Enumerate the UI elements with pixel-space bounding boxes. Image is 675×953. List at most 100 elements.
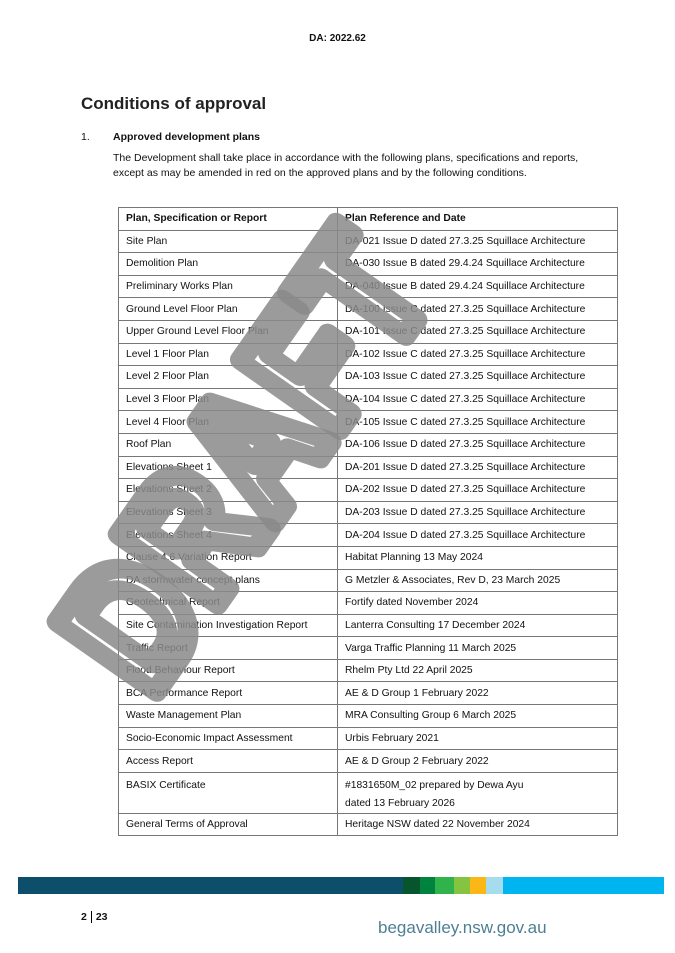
plan-reference-cell: DA-203 Issue D dated 27.3.25 Squillace A… [337, 500, 618, 525]
plan-name-cell: Elevations Sheet 4 [118, 523, 338, 547]
plan-reference-cell: DA-103 Issue C dated 27.3.25 Squillace A… [337, 365, 618, 389]
table-row: Site Contamination Investigation Report L… [118, 613, 618, 638]
table-row: Elevations Sheet 2 DA-202 Issue D dated 2… [118, 478, 618, 502]
current-page: 2 [81, 911, 87, 923]
plan-reference-cell: AE & D Group 1 February 2022 [337, 681, 618, 706]
condition-title: Approved development plans [113, 131, 261, 143]
color-bar-segment [454, 877, 470, 894]
plan-name-cell: Geotechnical Report [118, 591, 338, 615]
color-bar-segment [420, 877, 435, 894]
table-row: Socio-Economic Impact Assessment Urbis Fe… [118, 726, 618, 751]
plan-name-cell: Clause 4.6 Variation Report [118, 545, 338, 570]
table-row: Level 3 Floor Plan DA-104 Issue C dated 2… [118, 387, 618, 412]
plan-reference-cell: Habitat Planning 13 May 2024 [337, 545, 618, 570]
plan-name-cell: Level 1 Floor Plan [118, 342, 338, 367]
color-bar-segment [486, 877, 503, 894]
plan-reference-cell: Lanterra Consulting 17 December 2024 [337, 613, 618, 638]
table-row: Traffic Report Varga Traffic Planning 11 … [118, 636, 618, 660]
plan-reference-cell: DA-202 Issue D dated 27.3.25 Squillace A… [337, 478, 618, 502]
table-row: Flood Behaviour Report Rhelm Pty Ltd 22 A… [118, 658, 618, 683]
plan-reference-cell: Fortify dated November 2024 [337, 591, 618, 615]
plan-reference-cell: DA-021 Issue D dated 27.3.25 Squillace A… [337, 229, 618, 254]
table-row: Access Report AE & D Group 2 February 202… [118, 749, 618, 773]
plan-name-cell: Elevations Sheet 1 [118, 455, 338, 480]
table-row: Demolition Plan DA-030 Issue B dated 29.4… [118, 252, 618, 276]
plan-reference-cell: DA-201 Issue D dated 27.3.25 Squillace A… [337, 455, 618, 480]
plan-name-cell: Site Plan [118, 229, 338, 254]
color-bar-segment [403, 877, 420, 894]
table-row: Elevations Sheet 3 DA-203 Issue D dated 2… [118, 500, 618, 525]
table-row: Elevations Sheet 1 DA-201 Issue D dated 2… [118, 455, 618, 480]
plan-name-cell: Elevations Sheet 2 [118, 478, 338, 502]
table-row: Level 2 Floor Plan DA-103 Issue C dated 2… [118, 365, 618, 389]
color-bar-segment [18, 877, 403, 894]
plan-name-cell: Upper Ground Level Floor Plan [118, 319, 338, 344]
table-row: Clause 4.6 Variation Report Habitat Plann… [118, 545, 618, 570]
plan-name-cell: Socio-Economic Impact Assessment [118, 726, 338, 751]
plan-name-cell: Level 2 Floor Plan [118, 365, 338, 389]
page-number: 2 23 [81, 911, 108, 923]
table-row: Level 4 Floor Plan DA-105 Issue C dated 2… [118, 410, 618, 434]
plan-name-cell: General Terms of Approval [118, 812, 338, 837]
plan-reference-cell: DA-105 Issue C dated 27.3.25 Squillace A… [337, 410, 618, 434]
plan-name-cell: Level 3 Floor Plan [118, 387, 338, 412]
table-row: Elevations Sheet 4 DA-204 Issue D dated 2… [118, 523, 618, 547]
plan-reference-cell: Varga Traffic Planning 11 March 2025 [337, 636, 618, 660]
plan-name-cell: Preliminary Works Plan [118, 274, 338, 299]
plan-reference-cell: Heritage NSW dated 22 November 2024 [337, 812, 618, 837]
condition-number: 1. [81, 131, 90, 143]
table-row: Preliminary Works Plan DA-040 Issue B dat… [118, 274, 618, 299]
document-reference: DA: 2022.62 [309, 33, 366, 44]
plan-reference-cell: DA-204 Issue D dated 27.3.25 Squillace A… [337, 523, 618, 547]
plan-reference-cell: Rhelm Pty Ltd 22 April 2025 [337, 658, 618, 683]
website-logo: begavalley.nsw.gov.au [378, 918, 547, 937]
table-row: Geotechnical Report Fortify dated Novembe… [118, 591, 618, 615]
table-row: Site Plan DA-021 Issue D dated 27.3.25 Sq… [118, 229, 618, 254]
plan-name-cell: Access Report [118, 749, 338, 773]
plan-name-cell: Traffic Report [118, 636, 338, 660]
plan-reference-cell: DA-101 Issue C dated 27.3.25 Squillace A… [337, 319, 618, 344]
table-row: Roof Plan DA-106 Issue D dated 27.3.25 Sq… [118, 432, 618, 457]
plan-reference-cell: DA-030 Issue B dated 29.4.24 Squillace A… [337, 252, 618, 276]
plan-reference-cell: DA-100 Issue C dated 27.3.25 Squillace A… [337, 297, 618, 321]
footer-color-bar [18, 877, 664, 894]
plan-name-cell: BASIX Certificate [118, 771, 338, 814]
color-bar-segment [435, 877, 454, 894]
plan-reference-cell: DA-104 Issue C dated 27.3.25 Squillace A… [337, 387, 618, 412]
plan-reference-cell: Urbis February 2021 [337, 726, 618, 751]
table-row: DA stormwater concept plans G Metzler & A… [118, 568, 618, 593]
page-title: Conditions of approval [81, 94, 267, 113]
plan-name-cell: Roof Plan [118, 432, 338, 457]
plan-reference-cell: G Metzler & Associates, Rev D, 23 March … [337, 568, 618, 593]
table-row: General Terms of Approval Heritage NSW da… [118, 812, 618, 837]
table-row: Level 1 Floor Plan DA-102 Issue C dated 2… [118, 342, 618, 367]
table-row: Waste Management Plan MRA Consulting Grou… [118, 704, 618, 728]
color-bar-segment [503, 877, 664, 894]
condition-text: The Development shall take place in acco… [113, 152, 579, 179]
plan-reference-cell: DA-102 Issue C dated 27.3.25 Squillace A… [337, 342, 618, 367]
plan-name-cell: Flood Behaviour Report [118, 658, 338, 683]
color-bar-segment [470, 877, 486, 894]
table-row: Upper Ground Level Floor Plan DA-101 Issu… [118, 319, 618, 344]
plan-reference-cell: DA-106 Issue D dated 27.3.25 Squillace A… [337, 432, 618, 457]
plan-reference-cell: #1831650M_02 prepared by Dewa Ayu dated 1… [337, 771, 618, 814]
cell-line: #1831650M_02 prepared by Dewa Ayu [345, 779, 524, 791]
plan-reference-cell: AE & D Group 2 February 2022 [337, 749, 618, 773]
plans-table: Plan, Specification or Report Plan Refer… [118, 207, 618, 837]
plan-name-cell: Level 4 Floor Plan [118, 410, 338, 434]
plan-reference-cell: DA-040 Issue B dated 29.4.24 Squillace A… [337, 274, 618, 299]
column-header: Plan Reference and Date [337, 207, 618, 231]
plan-name-cell: Demolition Plan [118, 252, 338, 276]
plan-name-cell: Site Contamination Investigation Report [118, 613, 338, 638]
column-header: Plan, Specification or Report [118, 207, 338, 231]
plan-name-cell: Waste Management Plan [118, 704, 338, 728]
plan-name-cell: Elevations Sheet 3 [118, 500, 338, 525]
cell-line: dated 13 February 2026 [345, 797, 455, 809]
table-row: Ground Level Floor Plan DA-100 Issue C da… [118, 297, 618, 321]
plan-name-cell: BCA Performance Report [118, 681, 338, 706]
total-pages: 23 [95, 911, 108, 923]
table-row: BCA Performance Report AE & D Group 1 Feb… [118, 681, 618, 706]
plan-name-cell: DA stormwater concept plans [118, 568, 338, 593]
plan-reference-cell: MRA Consulting Group 6 March 2025 [337, 704, 618, 728]
plan-name-cell: Ground Level Floor Plan [118, 297, 338, 321]
